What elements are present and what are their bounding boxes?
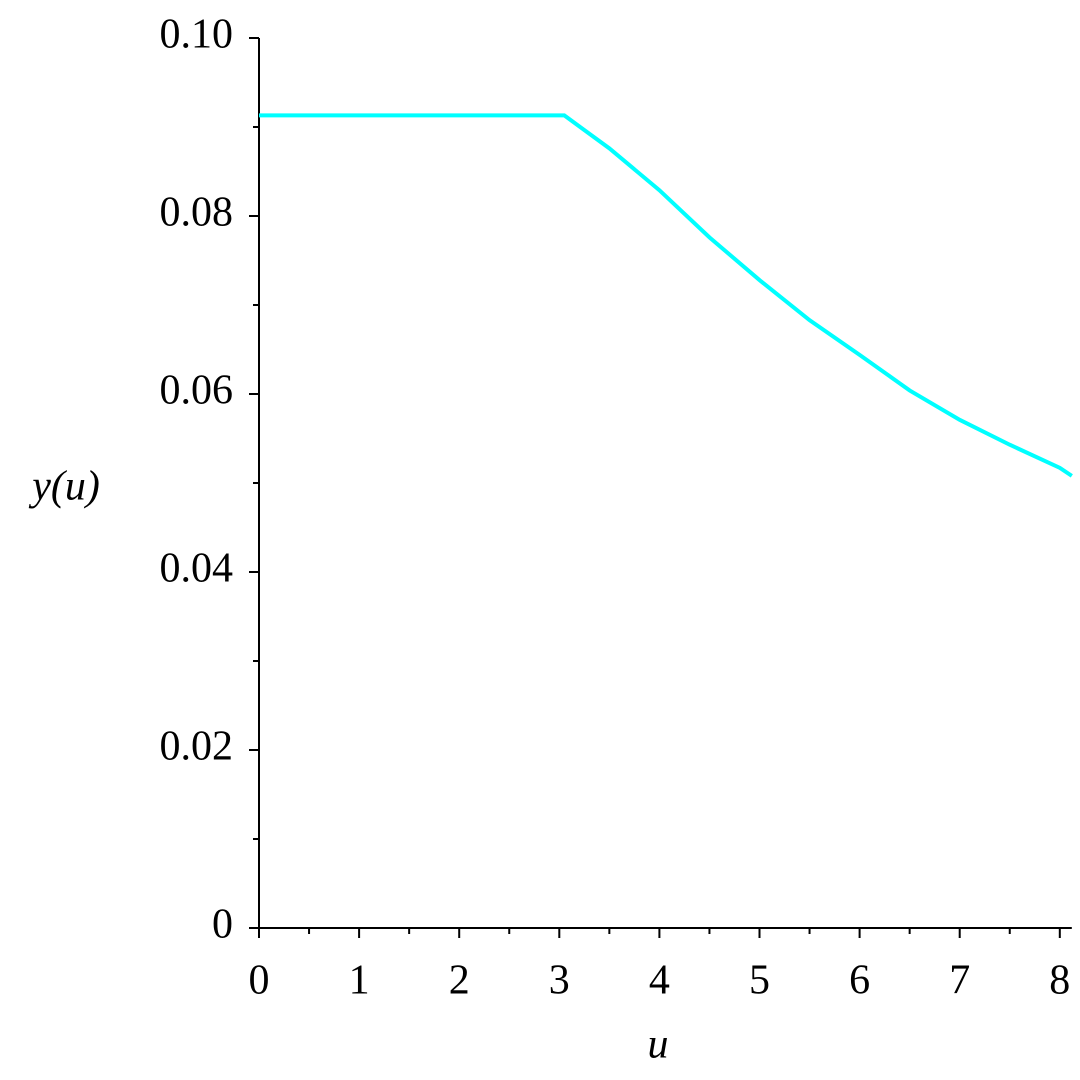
data-line (259, 113, 1073, 478)
y-axis-label: y(u) (28, 464, 100, 510)
x-axis-label: u (648, 1022, 669, 1068)
x-tick-label: 5 (749, 958, 770, 1004)
x-tick-label: 8 (1049, 958, 1070, 1004)
y-tick-label: 0 (212, 902, 233, 948)
y-tick-label: 0.08 (160, 190, 234, 236)
x-tick-label: 7 (949, 958, 970, 1004)
x-tick-label: 3 (549, 958, 570, 1004)
x-tick-label: 0 (249, 958, 270, 1004)
x-tick-label: 6 (849, 958, 870, 1004)
y-tick-label: 0.06 (160, 368, 234, 414)
y-tick-label: 0.02 (160, 724, 234, 770)
x-tick-label: 2 (449, 958, 470, 1004)
x-tick-label: 4 (649, 958, 670, 1004)
y-tick-label: 0.04 (160, 546, 234, 592)
y-tick-label: 0.10 (160, 12, 234, 58)
x-tick-label: 1 (349, 958, 370, 1004)
